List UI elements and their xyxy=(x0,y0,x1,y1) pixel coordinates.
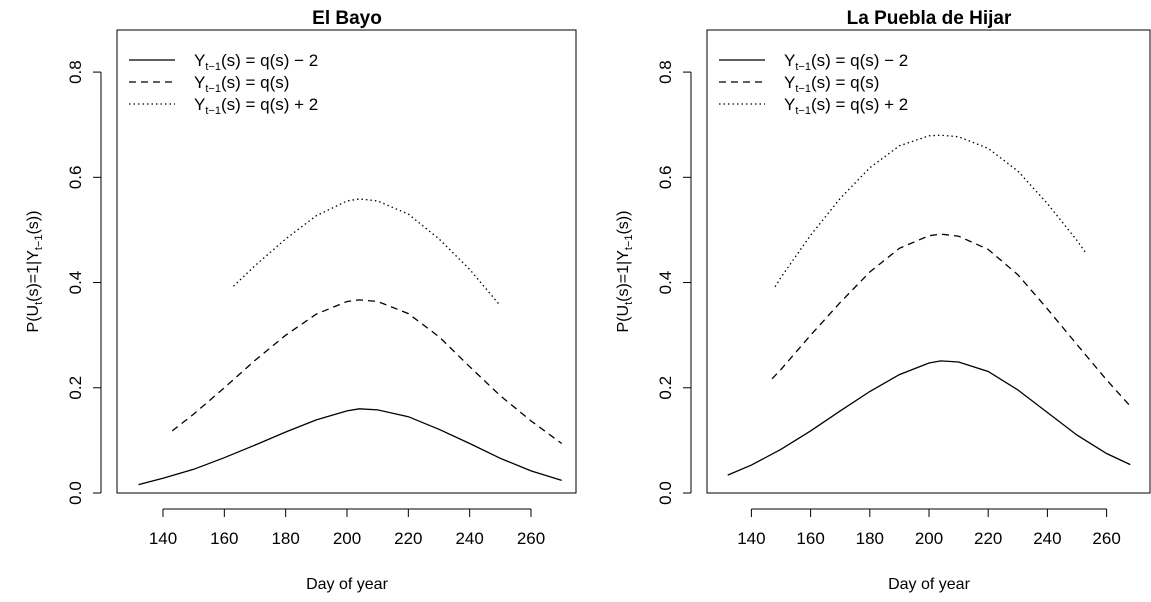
legend-label-subscript: t−1 xyxy=(205,83,221,95)
legend-label-base: Y xyxy=(194,51,205,70)
legend-label: Yt−1(s) = q(s) − 2 xyxy=(784,51,908,73)
legend-label-subscript: t−1 xyxy=(205,105,221,117)
y-label-part: (s)) xyxy=(615,211,632,235)
legend-label: Yt−1(s) = q(s) xyxy=(194,73,289,95)
x-tick-label: 180 xyxy=(856,529,884,548)
legend-label-subscript: t−1 xyxy=(795,61,811,73)
legend-label-base: Y xyxy=(194,73,205,92)
y-label-part: (s)=1|Y xyxy=(25,250,42,302)
legend-label-base: Y xyxy=(194,95,205,114)
panel-el-bayo: El Bayo 140 160 180 200 220 240 260 Day of year 0… xyxy=(25,8,576,593)
x-tick-label: 240 xyxy=(1033,529,1061,548)
series-line-dotted xyxy=(234,199,501,306)
series-line-dotted xyxy=(775,135,1086,287)
y-tick-label: 0.2 xyxy=(656,376,675,400)
y-tick-label: 0.0 xyxy=(66,481,85,505)
legend-label-base: Y xyxy=(784,51,795,70)
y-tick-label: 0.6 xyxy=(66,165,85,189)
legend-label-rest: (s) = q(s) xyxy=(811,73,879,92)
x-tick-label: 220 xyxy=(394,529,422,548)
x-axis: 140 160 180 200 220 240 260 Day of year xyxy=(737,509,1121,593)
y-tick-label: 0.8 xyxy=(66,60,85,84)
legend-label: Yt−1(s) = q(s) + 2 xyxy=(784,95,908,117)
legend-label-rest: (s) = q(s) − 2 xyxy=(221,51,318,70)
legend-label-subscript: t−1 xyxy=(205,61,221,73)
y-tick-label: 0.0 xyxy=(656,481,675,505)
legend-label: Yt−1(s) = q(s) + 2 xyxy=(194,95,318,117)
legend-label-rest: (s) = q(s) xyxy=(221,73,289,92)
y-axis-label: P(Ut(s)=1|Yt−1(s)) xyxy=(25,211,45,333)
y-tick-label: 0.4 xyxy=(66,271,85,295)
y-tick-label: 0.8 xyxy=(656,60,675,84)
chart-title: La Puebla de Hijar xyxy=(847,8,1012,29)
y-label-part: (s)=1|Y xyxy=(615,250,632,302)
series-line-dashed xyxy=(772,234,1130,406)
panel-la-puebla-de-hijar: La Puebla de Hijar 140 160 180 200 220 240 260 D… xyxy=(615,8,1150,593)
legend: Yt−1(s) = q(s) − 2Yt−1(s) = q(s)Yt−1(s) … xyxy=(719,51,908,117)
x-tick-label: 260 xyxy=(1092,529,1120,548)
x-axis-label: Day of year xyxy=(888,576,970,593)
series-line-dashed xyxy=(172,300,562,444)
x-tick-label: 160 xyxy=(210,529,238,548)
x-tick-label: 140 xyxy=(149,529,177,548)
legend-label-rest: (s) = q(s) + 2 xyxy=(811,95,908,114)
x-tick-label: 260 xyxy=(517,529,545,548)
x-tick-label: 240 xyxy=(455,529,483,548)
legend-label: Yt−1(s) = q(s) − 2 xyxy=(194,51,318,73)
x-tick-label: 180 xyxy=(271,529,299,548)
y-axis: 0.0 0.2 0.4 0.6 0.8 P(Ut(s)=1|Yt−1(s)) xyxy=(615,60,691,505)
y-label-part: (s)) xyxy=(25,211,42,235)
y-tick-label: 0.2 xyxy=(66,376,85,400)
x-tick-label: 200 xyxy=(915,529,943,548)
x-axis: 140 160 180 200 220 240 260 Day of year xyxy=(149,509,545,593)
chart-title: El Bayo xyxy=(312,8,382,29)
plot-frame xyxy=(707,30,1150,493)
y-axis-label: P(Ut(s)=1|Yt−1(s)) xyxy=(615,211,635,333)
y-tick-label: 0.6 xyxy=(656,165,675,189)
y-label-subscript: t−1 xyxy=(623,235,635,251)
series-line-solid xyxy=(728,361,1131,475)
legend-label-subscript: t−1 xyxy=(795,83,811,95)
legend-label-base: Y xyxy=(784,95,795,114)
y-label-part: P(U xyxy=(25,305,42,333)
x-tick-label: 220 xyxy=(974,529,1002,548)
y-axis: 0.0 0.2 0.4 0.6 0.8 P(Ut(s)=1|Yt−1(s)) xyxy=(25,60,101,505)
y-tick-label: 0.4 xyxy=(656,271,675,295)
x-tick-label: 140 xyxy=(737,529,765,548)
legend-label-subscript: t−1 xyxy=(795,105,811,117)
series-line-solid xyxy=(139,409,562,485)
y-label-subscript: t−1 xyxy=(33,235,45,251)
plot-frame xyxy=(117,30,576,493)
series-group xyxy=(728,135,1131,475)
x-axis-label: Day of year xyxy=(306,576,388,593)
series-group xyxy=(139,199,562,485)
legend-label-base: Y xyxy=(784,73,795,92)
legend: Yt−1(s) = q(s) − 2Yt−1(s) = q(s)Yt−1(s) … xyxy=(129,51,318,117)
legend-label: Yt−1(s) = q(s) xyxy=(784,73,879,95)
y-label-part: P(U xyxy=(615,305,632,333)
legend-label-rest: (s) = q(s) + 2 xyxy=(221,95,318,114)
x-tick-label: 160 xyxy=(796,529,824,548)
legend-label-rest: (s) = q(s) − 2 xyxy=(811,51,908,70)
x-tick-label: 200 xyxy=(333,529,361,548)
